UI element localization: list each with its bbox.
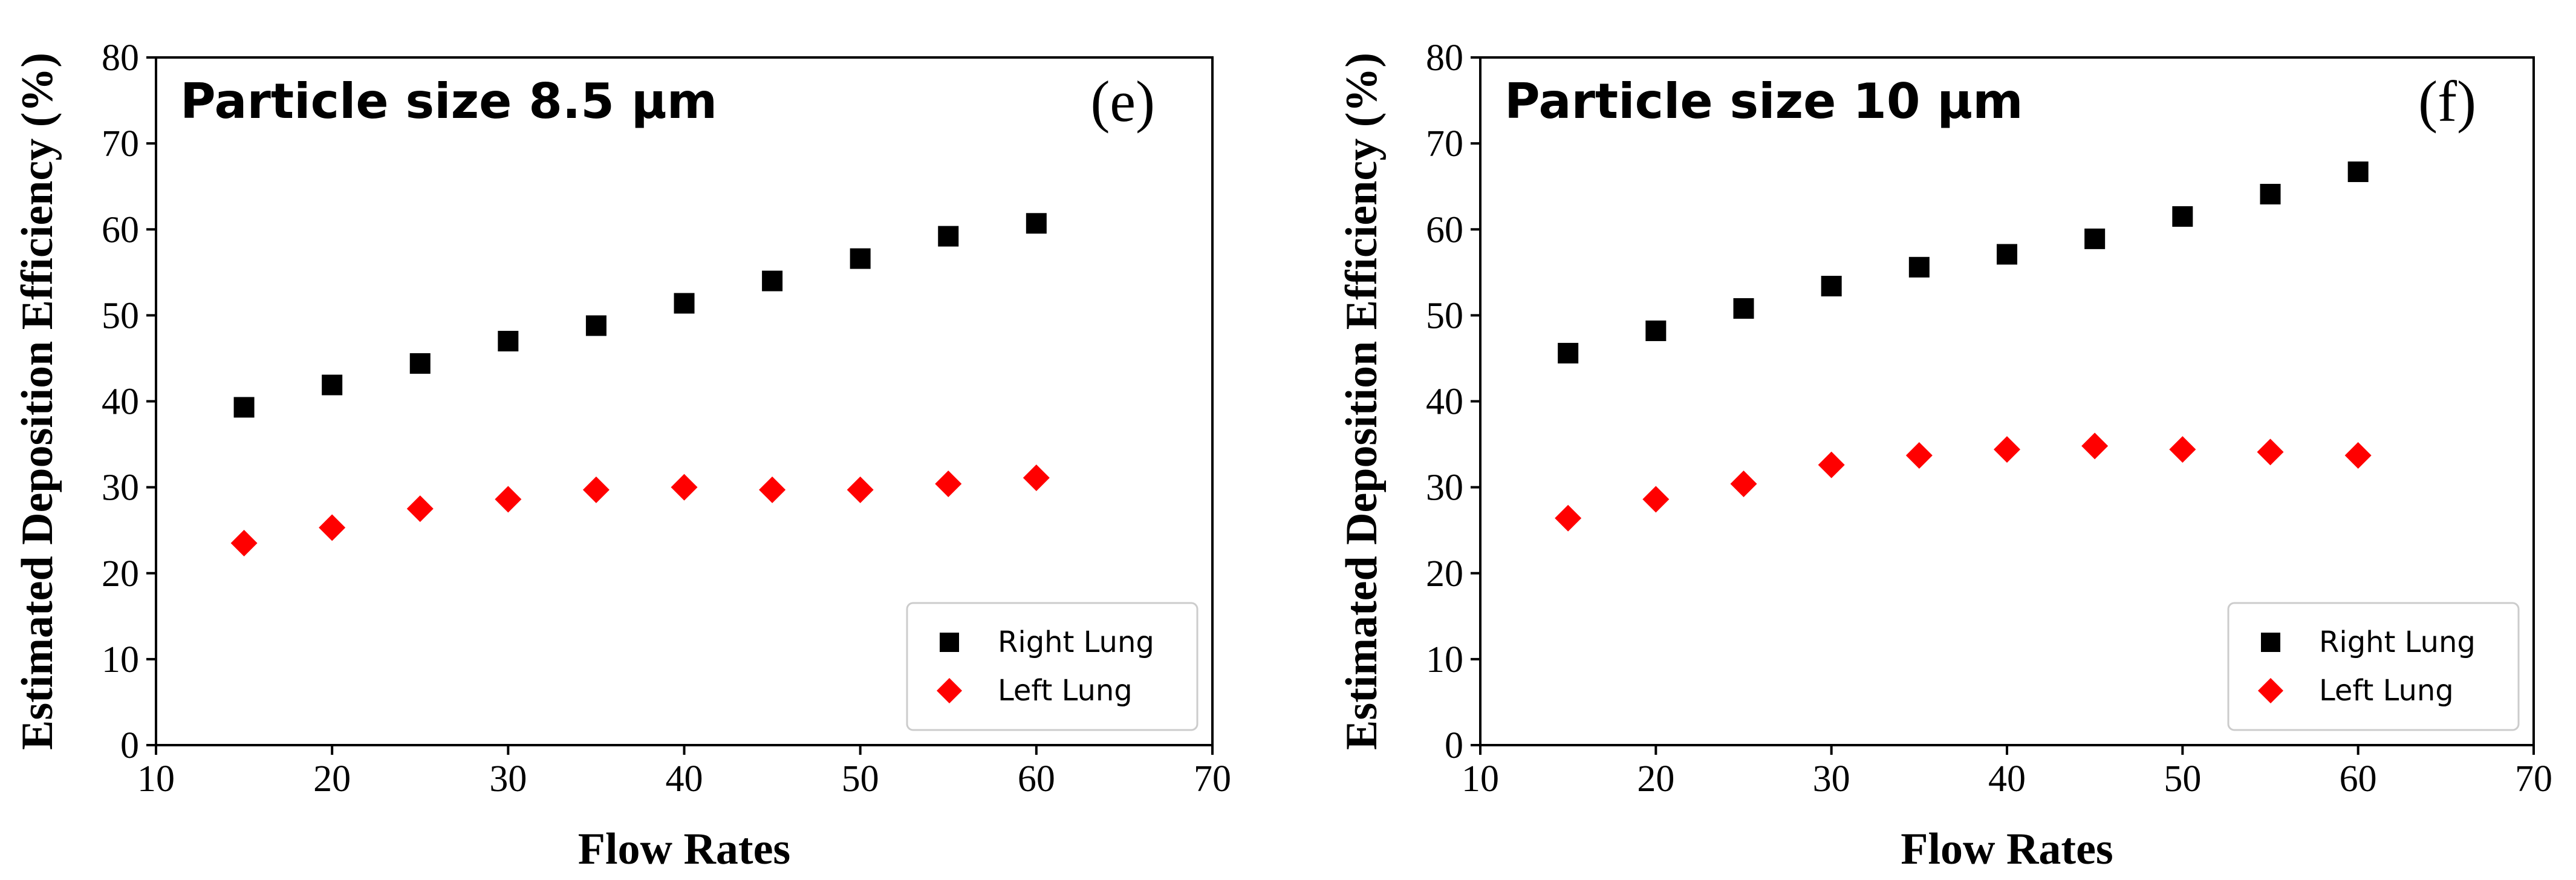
- data-point-square: [1733, 298, 1754, 319]
- data-point-square: [409, 353, 431, 374]
- data-point-square: [322, 374, 343, 396]
- data-point-square: [938, 226, 959, 247]
- x-tick-label: 70: [1194, 758, 1231, 800]
- x-tick-label: 10: [137, 758, 175, 800]
- legend: Right Lung Left Lung: [2227, 602, 2520, 731]
- y-tick-label: 10: [1426, 639, 1463, 680]
- y-tick-label: 40: [102, 382, 139, 423]
- x-tick-label: 50: [842, 758, 879, 800]
- data-point-square: [1026, 213, 1047, 234]
- data-point-diamond: [2344, 442, 2372, 469]
- y-tick-label: 70: [102, 123, 139, 165]
- data-point-square: [498, 331, 519, 352]
- data-point-square: [2172, 206, 2193, 227]
- y-tick-label: 80: [102, 37, 139, 79]
- panel-tag: (f): [2418, 69, 2476, 134]
- data-point-square: [2347, 161, 2369, 183]
- chart-title: Particle size 8.5 μm: [180, 73, 717, 129]
- y-axis-label: Estimated Deposition Efficiency (%): [13, 53, 62, 750]
- series-right-lung: [1558, 161, 2369, 363]
- y-tick-label: 70: [1426, 123, 1463, 165]
- chart-title: Particle size 10 μm: [1504, 73, 2023, 129]
- legend-label: Right Lung: [998, 625, 1154, 659]
- data-point-square: [1821, 276, 1842, 297]
- y-tick-label: 30: [1426, 468, 1463, 509]
- data-point-diamond: [2081, 432, 2109, 460]
- x-tick-label: 30: [489, 758, 527, 800]
- data-point-diamond: [1818, 451, 1845, 478]
- data-point-square: [585, 315, 607, 336]
- panel-tag: (e): [1090, 69, 1155, 134]
- data-point-diamond: [1023, 464, 1050, 491]
- data-point-diamond: [319, 514, 346, 541]
- y-tick-label: 10: [102, 639, 139, 680]
- data-point-diamond: [847, 476, 874, 503]
- x-tick-label: 60: [1018, 758, 1055, 800]
- y-tick-label: 20: [102, 553, 139, 595]
- data-point-diamond: [935, 470, 962, 497]
- y-tick-label: 80: [1426, 37, 1463, 79]
- data-point-square: [1908, 256, 1930, 278]
- y-tick-label: 60: [102, 209, 139, 250]
- legend-marker-diamond: [2258, 678, 2283, 703]
- data-point-square: [2260, 183, 2281, 204]
- data-point-diamond: [582, 476, 610, 503]
- x-tick-label: 20: [313, 758, 351, 800]
- x-tick-label: 10: [1462, 758, 1499, 800]
- data-point-square: [2084, 228, 2106, 249]
- legend-box: [906, 602, 1199, 731]
- legend-label: Left Lung: [998, 674, 1133, 708]
- data-point-diamond: [495, 486, 522, 513]
- x-tick-label: 40: [1988, 758, 2026, 800]
- data-point-square: [762, 270, 783, 292]
- y-tick-label: 40: [1426, 382, 1463, 423]
- data-point-square: [233, 397, 255, 418]
- data-point-diamond: [2257, 438, 2284, 466]
- y-tick-label: 20: [1426, 553, 1463, 595]
- x-tick-label: 60: [2340, 758, 2377, 800]
- y-tick-label: 50: [1426, 295, 1463, 336]
- data-point-diamond: [759, 476, 786, 503]
- data-point-square: [1558, 342, 1579, 363]
- x-axis-label: Flow Rates: [1901, 824, 2113, 874]
- y-tick-label: 0: [120, 725, 139, 766]
- x-tick-label: 20: [1637, 758, 1674, 800]
- data-point-diamond: [406, 495, 434, 523]
- series-right-lung: [233, 213, 1047, 418]
- legend-box: [2227, 602, 2520, 731]
- legend-marker-square: [940, 633, 959, 652]
- x-tick-label: 30: [1813, 758, 1850, 800]
- legend-label: Right Lung: [2319, 625, 2476, 659]
- data-point-diamond: [671, 474, 698, 501]
- data-point-diamond: [1730, 470, 1757, 497]
- data-point-square: [674, 293, 695, 314]
- legend-marker-diamond: [937, 678, 962, 703]
- x-tick-label: 40: [666, 758, 703, 800]
- y-tick-label: 0: [1445, 725, 1463, 766]
- y-tick-label: 60: [1426, 209, 1463, 250]
- legend: Right Lung Left Lung: [906, 602, 1199, 731]
- data-point-diamond: [2169, 436, 2196, 463]
- y-axis-label: Estimated Deposition Efficiency (%): [1337, 53, 1387, 750]
- data-point-diamond: [1555, 504, 1582, 532]
- series-left-lung: [1555, 432, 2372, 532]
- y-tick-label: 50: [102, 295, 139, 336]
- series-left-lung: [230, 464, 1050, 557]
- data-point-square: [1997, 244, 2017, 265]
- y-tick-label: 30: [102, 468, 139, 509]
- data-point-diamond: [1642, 486, 1670, 513]
- data-point-square: [850, 248, 871, 269]
- data-point-diamond: [1994, 436, 2020, 463]
- data-point-square: [1645, 320, 1667, 341]
- x-axis-label: Flow Rates: [578, 824, 790, 874]
- legend-label: Left Lung: [2319, 674, 2454, 708]
- x-tick-label: 50: [2164, 758, 2201, 800]
- data-point-diamond: [230, 530, 258, 557]
- data-point-diamond: [1905, 442, 1933, 469]
- legend-marker-square: [2261, 633, 2280, 652]
- x-tick-label: 70: [2515, 758, 2552, 800]
